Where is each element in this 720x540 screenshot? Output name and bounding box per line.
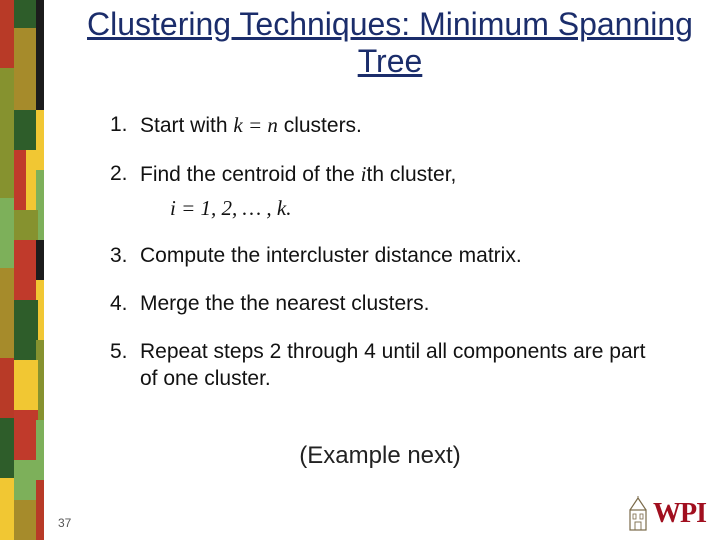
tower-icon (627, 496, 649, 532)
sidebar-segment (14, 500, 38, 540)
step-pre: Compute the intercluster distance matrix… (140, 244, 522, 267)
step-pre: Merge the the nearest clusters. (140, 292, 429, 315)
step-number: 4. (110, 291, 140, 317)
step-line: Start with k = n clusters. (140, 112, 650, 139)
sidebar-segment (36, 480, 44, 540)
step-text: Repeat steps 2 through 4 until all compo… (140, 339, 650, 392)
sidebar-segment (14, 150, 26, 210)
sidebar-segment (14, 210, 38, 240)
step-line: Repeat steps 2 through 4 until all compo… (140, 339, 650, 392)
sidebar-segment (14, 0, 38, 28)
step-text: Compute the intercluster distance matrix… (140, 243, 650, 269)
wpi-text: WPI (653, 498, 706, 530)
step-pre: Start with (140, 114, 233, 137)
sidebar-segment (0, 268, 14, 358)
sidebar-segment (0, 478, 14, 540)
algorithm-steps: 1.Start with k = n clusters.2.Find the c… (110, 112, 650, 414)
step-item: 1.Start with k = n clusters. (110, 112, 650, 139)
sidebar-segment (0, 418, 14, 478)
sidebar-segment (0, 358, 14, 418)
sidebar-segment (14, 240, 38, 300)
step-pre: Repeat steps 2 through 4 until all compo… (140, 340, 645, 389)
step-subline: i = 1, 2, … , k. (170, 195, 650, 221)
sidebar-segment (36, 0, 44, 110)
sidebar-segment (14, 360, 38, 410)
step-number: 5. (110, 339, 140, 392)
step-line: Compute the intercluster distance matrix… (140, 243, 650, 269)
step-pre: Find the centroid of the (140, 163, 361, 186)
sidebar-segment (36, 240, 44, 280)
step-item: 4.Merge the the nearest clusters. (110, 291, 650, 317)
decorative-sidebar (0, 0, 52, 540)
slide-title: Clustering Techniques: Minimum Spanning … (80, 6, 700, 80)
sidebar-segment (14, 460, 38, 500)
step-item: 3.Compute the intercluster distance matr… (110, 243, 650, 269)
step-number: 3. (110, 243, 140, 269)
step-number: 1. (110, 112, 140, 139)
step-post: clusters. (278, 114, 362, 137)
step-line: Merge the the nearest clusters. (140, 291, 650, 317)
step-text: Start with k = n clusters. (140, 112, 650, 139)
step-number: 2. (110, 161, 140, 221)
sidebar-segment (0, 198, 14, 268)
sidebar-segment (14, 300, 38, 360)
sidebar-segment (14, 28, 38, 110)
step-text: Find the centroid of the ith cluster, i =… (140, 161, 650, 221)
step-item: 2.Find the centroid of the ith cluster, i… (110, 161, 650, 221)
sidebar-segment (0, 68, 14, 198)
step-math: k = n (233, 113, 278, 137)
slide: Clustering Techniques: Minimum Spanning … (0, 0, 720, 540)
sidebar-segment (14, 110, 38, 150)
example-note: (Example next) (80, 442, 680, 470)
step-item: 5.Repeat steps 2 through 4 until all com… (110, 339, 650, 392)
wpi-logo: WPI (627, 496, 706, 532)
sidebar-segment (0, 0, 14, 68)
sidebar-segment (14, 410, 38, 460)
step-text: Merge the the nearest clusters. (140, 291, 650, 317)
step-line: Find the centroid of the ith cluster, (140, 161, 650, 188)
page-number: 37 (58, 516, 71, 530)
step-post: th cluster, (366, 163, 456, 186)
